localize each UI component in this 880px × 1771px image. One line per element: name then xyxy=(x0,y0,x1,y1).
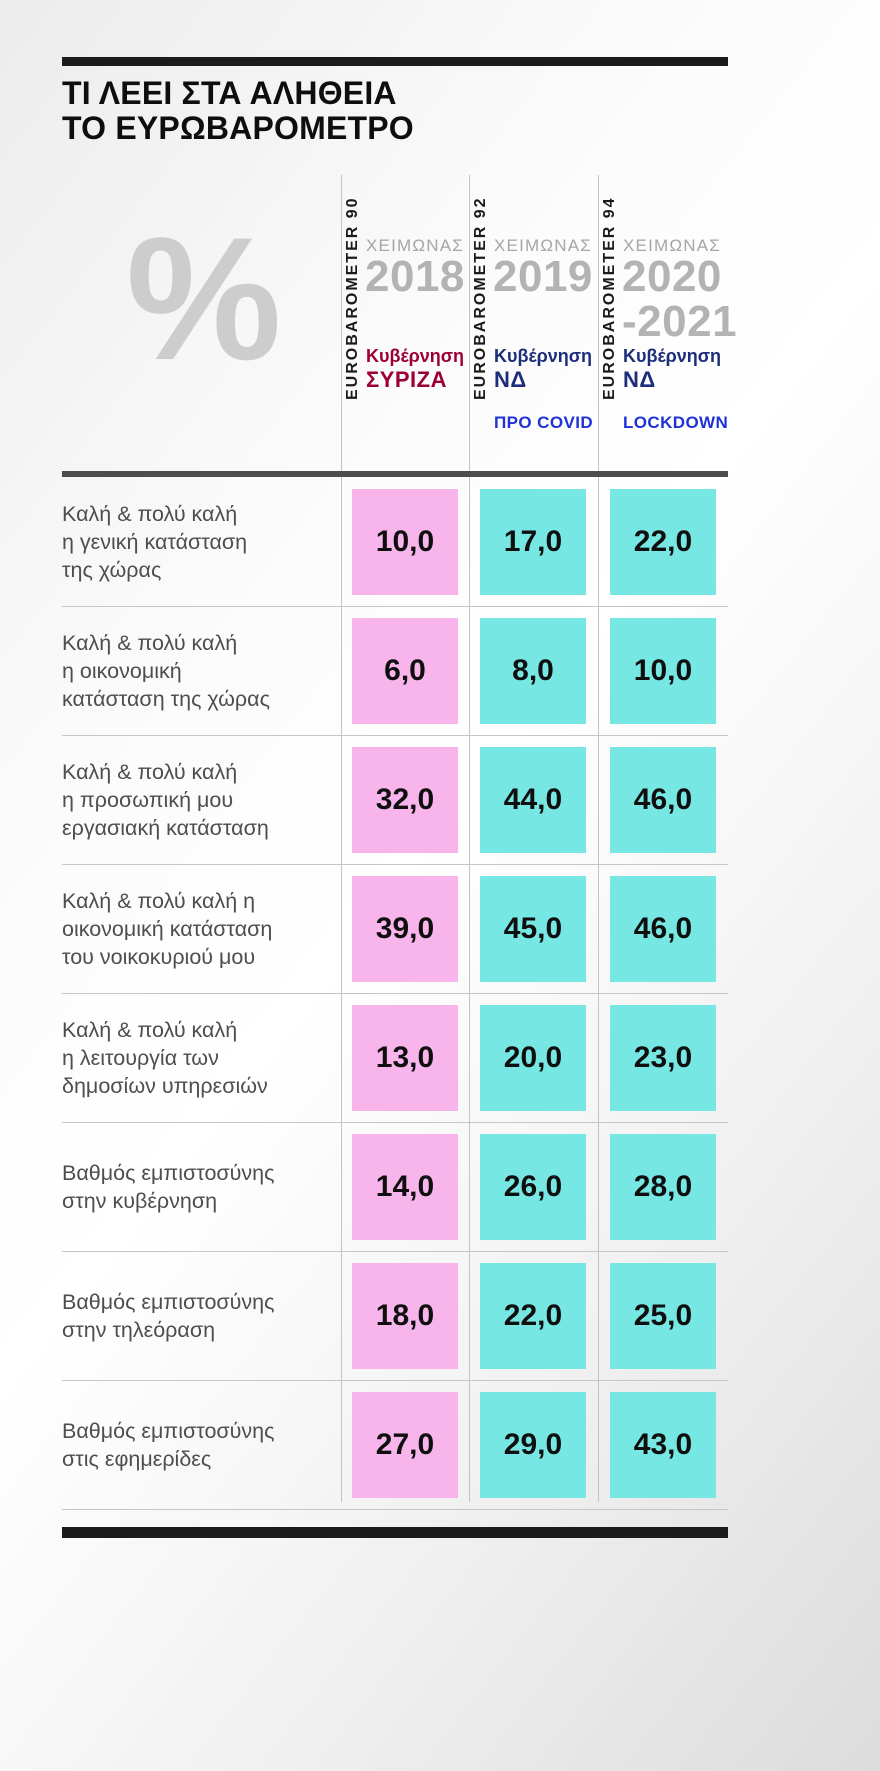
percent-symbol: % xyxy=(126,202,282,397)
table-row: Βαθμός εμπιστοσύνης στην τηλεόραση 18,0 … xyxy=(62,1252,728,1381)
column-header-2019: EUROBAROMETER 92 ΧΕΙΜΩΝΑΣ 2019 Κυβέρνηση… xyxy=(469,170,598,476)
column-header-2018: EUROBAROMETER 90 ΧΕΙΜΩΝΑΣ 2018 Κυβέρνηση… xyxy=(341,170,469,476)
season-label: ΧΕΙΜΩΝΑΣ xyxy=(623,236,721,255)
year-label: 2019 xyxy=(493,252,593,301)
year-label: 2020 -2021 xyxy=(622,252,738,346)
column-separator xyxy=(469,175,470,1502)
value-cell-2020-2021: 46,0 xyxy=(610,747,716,853)
table-row: Καλή & πολύ καλή η οικονομική κατάσταση … xyxy=(62,607,728,736)
value-cell-2019: 17,0 xyxy=(480,489,586,595)
value-cell-2018: 27,0 xyxy=(352,1392,458,1498)
year-label: 2018 xyxy=(365,252,465,301)
table-row: Καλή & πολύ καλή η γενική κατάσταση της … xyxy=(62,478,728,607)
page-title-line1: ΤΙ ΛΕΕΙ ΣΤΑ ΑΛΗΘΕΙΑ xyxy=(62,75,397,111)
value-cell-2020-2021: 23,0 xyxy=(610,1005,716,1111)
value-cell-2020-2021: 46,0 xyxy=(610,876,716,982)
government-label: Κυβέρνηση xyxy=(494,346,593,366)
value-cell-2018: 14,0 xyxy=(352,1134,458,1240)
row-label: Βαθμός εμπιστοσύνης στην τηλεόραση xyxy=(62,1290,275,1342)
row-label: Καλή & πολύ καλή η οικονομική κατάσταση … xyxy=(62,631,270,711)
data-table: Καλή & πολύ καλή η γενική κατάσταση της … xyxy=(62,478,728,1510)
value-cell-2018: 13,0 xyxy=(352,1005,458,1111)
value-cell-2020-2021: 25,0 xyxy=(610,1263,716,1369)
value-cell-2019: 29,0 xyxy=(480,1392,586,1498)
value-cell-2020-2021: 22,0 xyxy=(610,489,716,595)
row-label: Καλή & πολύ καλή η λειτουργία των δημοσί… xyxy=(62,1018,268,1098)
header-rule xyxy=(62,471,728,477)
government-label: Κυβέρνηση xyxy=(623,346,722,366)
page-title: ΤΙ ΛΕΕΙ ΣΤΑ ΑΛΗΘΕΙΑ ΤΟ ΕΥΡΩΒΑΡΟΜΕΤΡΟ xyxy=(62,76,414,146)
column-separator xyxy=(598,175,599,1502)
row-label: Καλή & πολύ καλή η οικονομική κατάσταση … xyxy=(62,889,273,969)
season-label: ΧΕΙΜΩΝΑΣ xyxy=(494,236,592,255)
party-label: ΝΔ xyxy=(623,367,656,392)
column-separator xyxy=(341,175,342,1502)
government-label: Κυβέρνηση xyxy=(366,346,465,366)
bottom-rule xyxy=(62,1527,728,1538)
value-cell-2018: 10,0 xyxy=(352,489,458,595)
table-row: Βαθμός εμπιστοσύνης στην κυβέρνηση 14,0 … xyxy=(62,1123,728,1252)
phase-label: ΠΡΟ COVID xyxy=(494,413,594,432)
value-cell-2018: 39,0 xyxy=(352,876,458,982)
value-cell-2018: 18,0 xyxy=(352,1263,458,1369)
page-title-line2: ΤΟ ΕΥΡΩΒΑΡΟΜΕΤΡΟ xyxy=(62,110,414,146)
eurobarometer-label: EUROBAROMETER 90 xyxy=(344,196,361,400)
table-row: Καλή & πολύ καλή η προσωπική μου εργασια… xyxy=(62,736,728,865)
eurobarometer-label: EUROBAROMETER 92 xyxy=(472,196,489,400)
season-label: ΧΕΙΜΩΝΑΣ xyxy=(366,236,464,255)
column-header-2020-2021: EUROBAROMETER 94 ΧΕΙΜΩΝΑΣ 2020 -2021 Κυβ… xyxy=(598,170,737,476)
value-cell-2018: 32,0 xyxy=(352,747,458,853)
value-cell-2020-2021: 10,0 xyxy=(610,618,716,724)
row-label: Βαθμός εμπιστοσύνης στην κυβέρνηση xyxy=(62,1161,275,1213)
table-row: Καλή & πολύ καλή η λειτουργία των δημοσί… xyxy=(62,994,728,1123)
value-cell-2018: 6,0 xyxy=(352,618,458,724)
party-label: ΣΥΡΙΖΑ xyxy=(366,367,447,392)
row-label: Καλή & πολύ καλή η προσωπική μου εργασια… xyxy=(62,760,269,840)
value-cell-2020-2021: 28,0 xyxy=(610,1134,716,1240)
value-cell-2019: 22,0 xyxy=(480,1263,586,1369)
value-cell-2019: 20,0 xyxy=(480,1005,586,1111)
value-cell-2019: 45,0 xyxy=(480,876,586,982)
value-cell-2019: 44,0 xyxy=(480,747,586,853)
row-label: Καλή & πολύ καλή η γενική κατάσταση της … xyxy=(62,502,248,582)
value-cell-2020-2021: 43,0 xyxy=(610,1392,716,1498)
party-label: ΝΔ xyxy=(494,367,527,392)
phase-label: LOCKDOWN xyxy=(623,413,729,432)
value-cell-2019: 26,0 xyxy=(480,1134,586,1240)
row-label: Βαθμός εμπιστοσύνης στις εφημερίδες xyxy=(62,1419,275,1471)
table-row: Βαθμός εμπιστοσύνης στις εφημερίδες 27,0… xyxy=(62,1381,728,1510)
value-cell-2019: 8,0 xyxy=(480,618,586,724)
top-rule xyxy=(62,57,728,66)
table-row: Καλή & πολύ καλή η οικονομική κατάσταση … xyxy=(62,865,728,994)
eurobarometer-label: EUROBAROMETER 94 xyxy=(601,196,618,400)
